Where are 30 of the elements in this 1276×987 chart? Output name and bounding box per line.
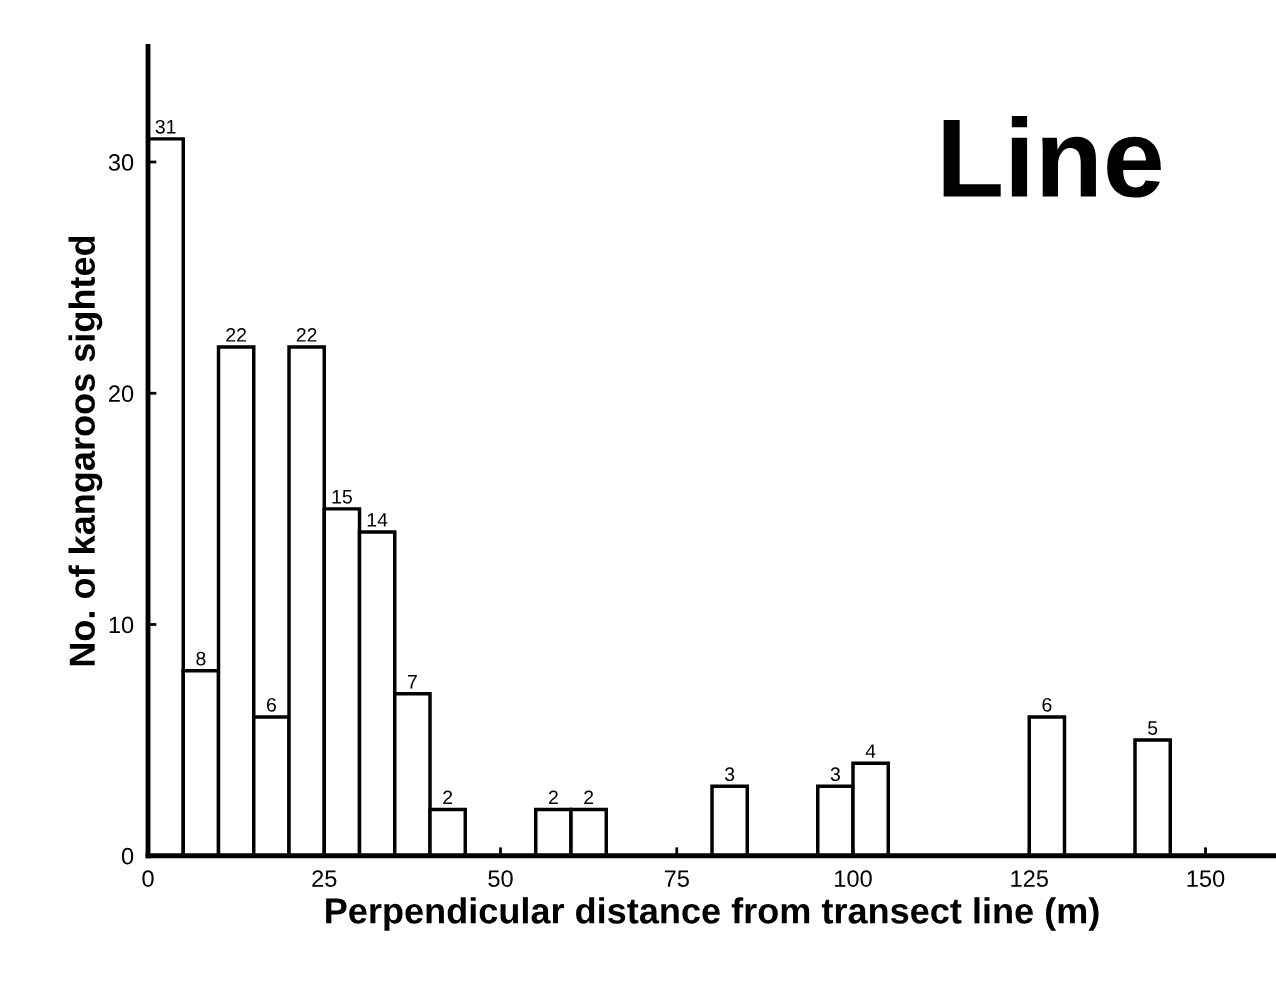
data-label: 5 — [1148, 721, 1158, 735]
x-tick-label: 50 — [488, 870, 513, 887]
chart-title: Line — [943, 116, 1161, 198]
data-label: 4 — [865, 744, 876, 758]
y-tick-label: 20 — [109, 385, 134, 403]
data-label: 2 — [548, 790, 558, 805]
x-tick-label: 25 — [312, 870, 337, 887]
data-label: 3 — [724, 767, 735, 782]
data-label: 7 — [407, 675, 417, 689]
x-tick-label: 125 — [1011, 870, 1048, 887]
data-label: 22 — [296, 328, 317, 342]
y-axis-title: No. of kangaroos sighted — [68, 236, 103, 666]
data-label: 14 — [367, 513, 388, 527]
data-label: 15 — [332, 490, 352, 504]
y-tick-label: 0 — [121, 847, 134, 865]
data-label: 2 — [584, 790, 594, 805]
x-axis-title: Perpendicular distance from transect line (m) — [326, 897, 1099, 931]
data-label: 2 — [443, 790, 453, 805]
x-tick-label: 100 — [835, 870, 872, 887]
y-tick-label: 30 — [108, 154, 134, 171]
x-tick-label: 0 — [142, 870, 154, 887]
data-label: 6 — [266, 697, 276, 712]
data-label: 3 — [830, 767, 840, 782]
data-label: 8 — [196, 651, 206, 666]
data-label: 31 — [155, 119, 176, 134]
data-label: 22 — [226, 328, 246, 342]
x-tick-label: 150 — [1187, 870, 1225, 887]
data-label: 6 — [1042, 697, 1052, 712]
x-tick-label: 75 — [664, 870, 689, 887]
y-tick-label: 10 — [109, 616, 134, 634]
